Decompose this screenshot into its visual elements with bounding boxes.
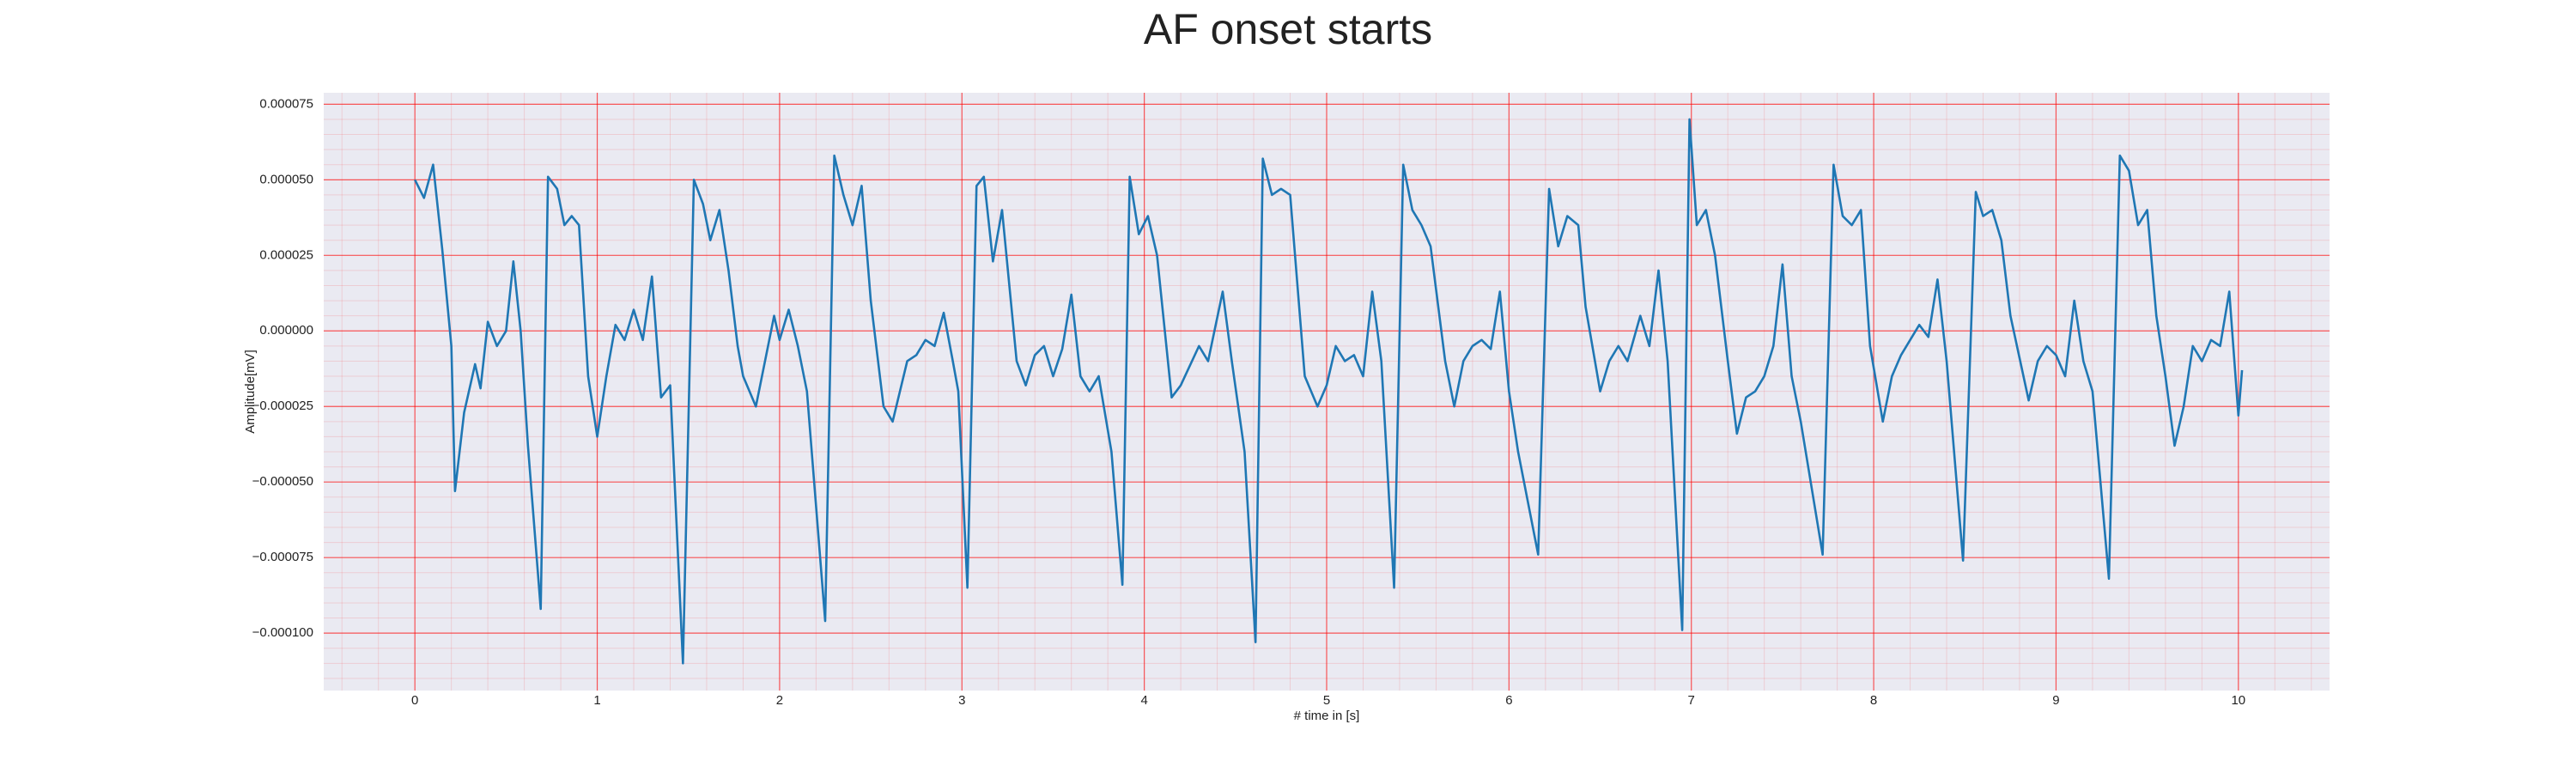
x-tick-label: 8	[1870, 693, 1877, 708]
y-tick-label: −0.000075	[252, 550, 313, 564]
signal-line	[414, 118, 2244, 665]
y-tick-label: 0.000025	[259, 247, 313, 262]
y-axis-label: Amplitude[mV]	[243, 350, 258, 434]
x-tick-label: 6	[1505, 693, 1512, 708]
y-tick-label: −0.000050	[252, 474, 313, 489]
y-tick-label: 0.000075	[259, 96, 313, 111]
x-tick-label: 0	[411, 693, 418, 708]
x-tick-label: 2	[776, 693, 783, 708]
x-tick-label: 3	[958, 693, 965, 708]
x-tick-label: 9	[2052, 693, 2059, 708]
x-tick-label: 4	[1140, 693, 1147, 708]
y-tick-label: −0.000025	[252, 399, 313, 413]
x-axis-label: # time in [s]	[1294, 709, 1360, 723]
y-tick-label: 0.000000	[259, 323, 313, 338]
y-tick-label: −0.000100	[252, 625, 313, 640]
x-tick-label: 5	[1323, 693, 1330, 708]
chart-title: AF onset starts	[1144, 5, 1432, 53]
x-tick-label: 7	[1688, 693, 1695, 708]
y-tick-label: 0.000050	[259, 172, 313, 186]
x-tick-label: 1	[593, 693, 600, 708]
x-tick-label: 10	[2231, 693, 2245, 708]
